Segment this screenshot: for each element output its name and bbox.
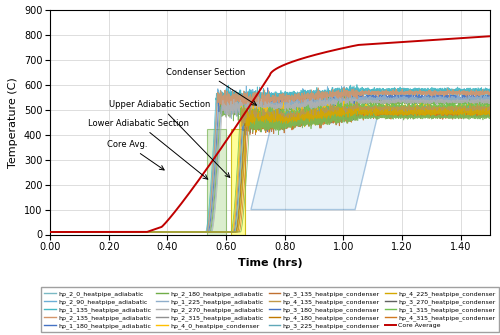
Bar [231, 129, 245, 234]
Y-axis label: Temperature (C): Temperature (C) [8, 77, 18, 168]
Text: Core Avg.: Core Avg. [107, 140, 164, 170]
Text: Condenser Section: Condenser Section [166, 68, 256, 105]
Polygon shape [251, 93, 383, 210]
Text: Upper Adiabatic Section: Upper Adiabatic Section [108, 100, 230, 177]
Text: Lower Adiabatic Section: Lower Adiabatic Section [88, 119, 208, 179]
Legend: hp_2_0_heatpipe_adiabatic, hp_2_90_heatpipe_adiabatic, hp_1_135_heatpipe_adiabat: hp_2_0_heatpipe_adiabatic, hp_2_90_heatp… [40, 287, 500, 332]
X-axis label: Time (hrs): Time (hrs) [238, 258, 302, 268]
Bar [207, 129, 226, 234]
